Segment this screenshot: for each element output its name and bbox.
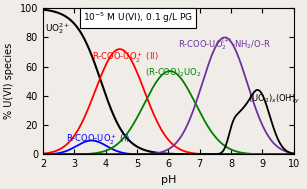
Text: (R-COO)$_2$UO$_2$: (R-COO)$_2$UO$_2$: [145, 67, 201, 79]
Text: R-COO-UO$_2^{(+)}$-NH$_2$/O-R: R-COO-UO$_2^{(+)}$-NH$_2$/O-R: [178, 37, 271, 52]
Text: (UO$_2$)$_x$(OH)$_y$: (UO$_2$)$_x$(OH)$_y$: [248, 93, 301, 106]
Text: UO$_2^{2+}$: UO$_2^{2+}$: [45, 21, 70, 36]
Text: R-COO-UO$_2^+$ (II): R-COO-UO$_2^+$ (II): [91, 51, 158, 65]
Y-axis label: % U(VI) species: % U(VI) species: [4, 43, 14, 119]
X-axis label: pH: pH: [161, 175, 176, 185]
Text: R-COO-UO$_2^+$ (I): R-COO-UO$_2^+$ (I): [67, 133, 130, 147]
Text: $10^{-5}$ M U(VI), 0.1 g/L PG: $10^{-5}$ M U(VI), 0.1 g/L PG: [83, 11, 193, 26]
